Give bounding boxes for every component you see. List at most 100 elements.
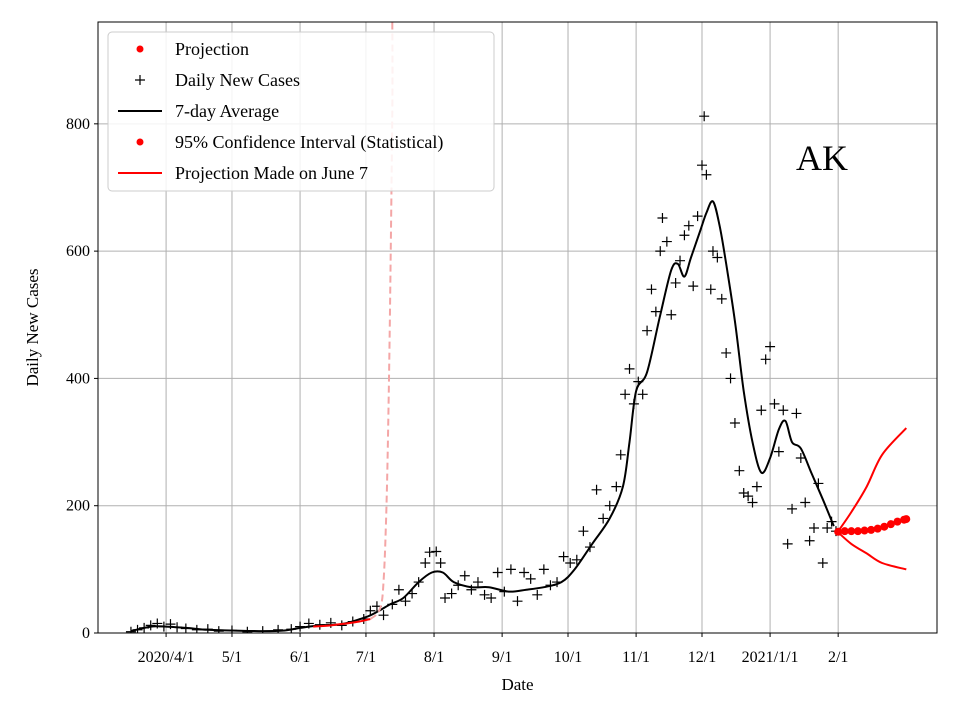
- daily-cases-marker: [571, 554, 582, 565]
- projection-point: [893, 517, 902, 526]
- daily-cases-marker: [782, 538, 793, 549]
- daily-cases-marker: [479, 589, 490, 600]
- daily-cases-marker: [692, 211, 703, 222]
- daily-cases-marker: [646, 284, 657, 295]
- daily-cases-marker: [743, 491, 754, 502]
- daily-cases-marker: [558, 551, 569, 562]
- x-tick-label: 8/1: [424, 649, 444, 666]
- daily-cases-marker: [365, 605, 376, 616]
- y-tick-label: 0: [82, 625, 90, 642]
- daily-cases-marker: [459, 570, 470, 581]
- legend-label: 95% Confidence Interval (Statistical): [175, 132, 443, 153]
- daily-cases-marker: [769, 398, 780, 409]
- daily-cases-marker: [440, 592, 451, 603]
- daily-cases-marker: [661, 236, 672, 247]
- daily-cases-marker: [679, 230, 690, 241]
- projection-point: [902, 515, 911, 524]
- projection-point: [860, 526, 869, 535]
- daily-cases-marker: [791, 408, 802, 419]
- x-tick-label: 2/1: [828, 649, 848, 666]
- legend-dot-marker: [136, 138, 144, 146]
- daily-cases-marker: [624, 363, 635, 374]
- daily-cases-marker: [822, 522, 833, 533]
- y-tick-label: 600: [66, 243, 90, 260]
- daily-cases-marker: [716, 293, 727, 304]
- daily-cases-marker: [756, 405, 767, 416]
- daily-cases-marker: [565, 557, 576, 568]
- june7-projection-solid: [313, 618, 371, 628]
- daily-cases-marker: [729, 417, 740, 428]
- legend-label: Projection Made on June 7: [175, 163, 368, 183]
- y-tick-label: 200: [66, 498, 90, 515]
- projection-point: [880, 522, 889, 531]
- plot-frame: [97, 21, 938, 634]
- daily-cases-marker: [809, 522, 820, 533]
- daily-cases-marker: [492, 567, 503, 578]
- daily-cases-marker: [707, 246, 718, 257]
- y-axis: 0 200 400 600 800: [66, 116, 98, 642]
- projection-point: [867, 525, 876, 534]
- confidence-interval-line: [837, 531, 907, 571]
- x-tick-label: 9/1: [492, 649, 512, 666]
- daily-cases-marker: [817, 557, 828, 568]
- daily-cases-marker: [765, 341, 776, 352]
- daily-cases-marker: [505, 564, 516, 575]
- daily-cases-marker: [420, 557, 431, 568]
- daily-cases-marker: [611, 481, 622, 492]
- projection-point: [886, 520, 895, 529]
- x-tick-label: 12/1: [688, 649, 716, 666]
- daily-cases-marker: [519, 567, 530, 578]
- x-tick-label: 10/1: [554, 649, 582, 666]
- daily-cases-marker: [760, 354, 771, 365]
- daily-cases-marker: [591, 484, 602, 495]
- legend-label: 7-day Average: [175, 101, 279, 121]
- daily-cases-marker: [424, 547, 435, 558]
- daily-cases-marker: [666, 309, 677, 320]
- daily-cases-marker: [431, 546, 442, 557]
- confidence-interval-line: [837, 427, 908, 532]
- daily-cases-marker: [699, 111, 710, 122]
- legend-box: [107, 31, 495, 192]
- daily-cases-marker: [751, 481, 762, 492]
- daily-cases-marker: [620, 389, 631, 400]
- daily-cases-marker: [532, 589, 543, 600]
- daily-cases-marker: [615, 449, 626, 460]
- x-axis: 2020/4/1 5/1 6/1 7/1 8/1 9/1 10/1 11/1 12/1 2021/…: [138, 633, 848, 666]
- daily-cases-marker: [578, 526, 589, 537]
- daily-cases-marker: [486, 592, 497, 603]
- state-label: AK: [796, 138, 848, 178]
- daily-cases-marker: [800, 497, 811, 508]
- daily-cases-marker: [655, 246, 666, 257]
- y-axis-title: Daily New Cases: [23, 268, 42, 386]
- daily-cases-marker: [712, 252, 723, 263]
- x-tick-label: 2021/1/1: [742, 649, 799, 666]
- legend-label: Projection: [175, 39, 249, 59]
- x-tick-label: 11/1: [622, 649, 650, 666]
- daily-cases-marker: [604, 500, 615, 511]
- daily-cases-marker: [472, 577, 483, 588]
- daily-cases-marker: [525, 573, 536, 584]
- plot-area: [125, 22, 911, 633]
- daily-cases-marker: [705, 284, 716, 295]
- legend: Projection Daily New Cases 7-day Average 95…: [107, 31, 495, 192]
- seven-day-average-line: [130, 200, 835, 633]
- daily-cases-marker: [721, 347, 732, 358]
- daily-cases-marker: [650, 306, 661, 317]
- daily-cases-marker: [747, 497, 758, 508]
- legend-plus-marker: [135, 75, 145, 85]
- daily-cases-marker: [773, 446, 784, 457]
- x-tick-label: 2020/4/1: [138, 649, 195, 666]
- daily-cases-marker: [670, 277, 681, 288]
- legend-label: Daily New Cases: [175, 70, 300, 90]
- projection-point: [873, 524, 882, 533]
- daily-cases-marker: [795, 452, 806, 463]
- x-axis-title: Date: [501, 675, 533, 694]
- daily-cases-marker: [538, 564, 549, 575]
- daily-cases-marker: [804, 535, 815, 546]
- daily-cases-marker: [637, 389, 648, 400]
- daily-cases-marker: [598, 513, 609, 524]
- daily-cases-marker: [683, 220, 694, 231]
- projection-point: [840, 527, 849, 536]
- projection-point: [853, 527, 862, 536]
- x-tick-label: 7/1: [356, 649, 376, 666]
